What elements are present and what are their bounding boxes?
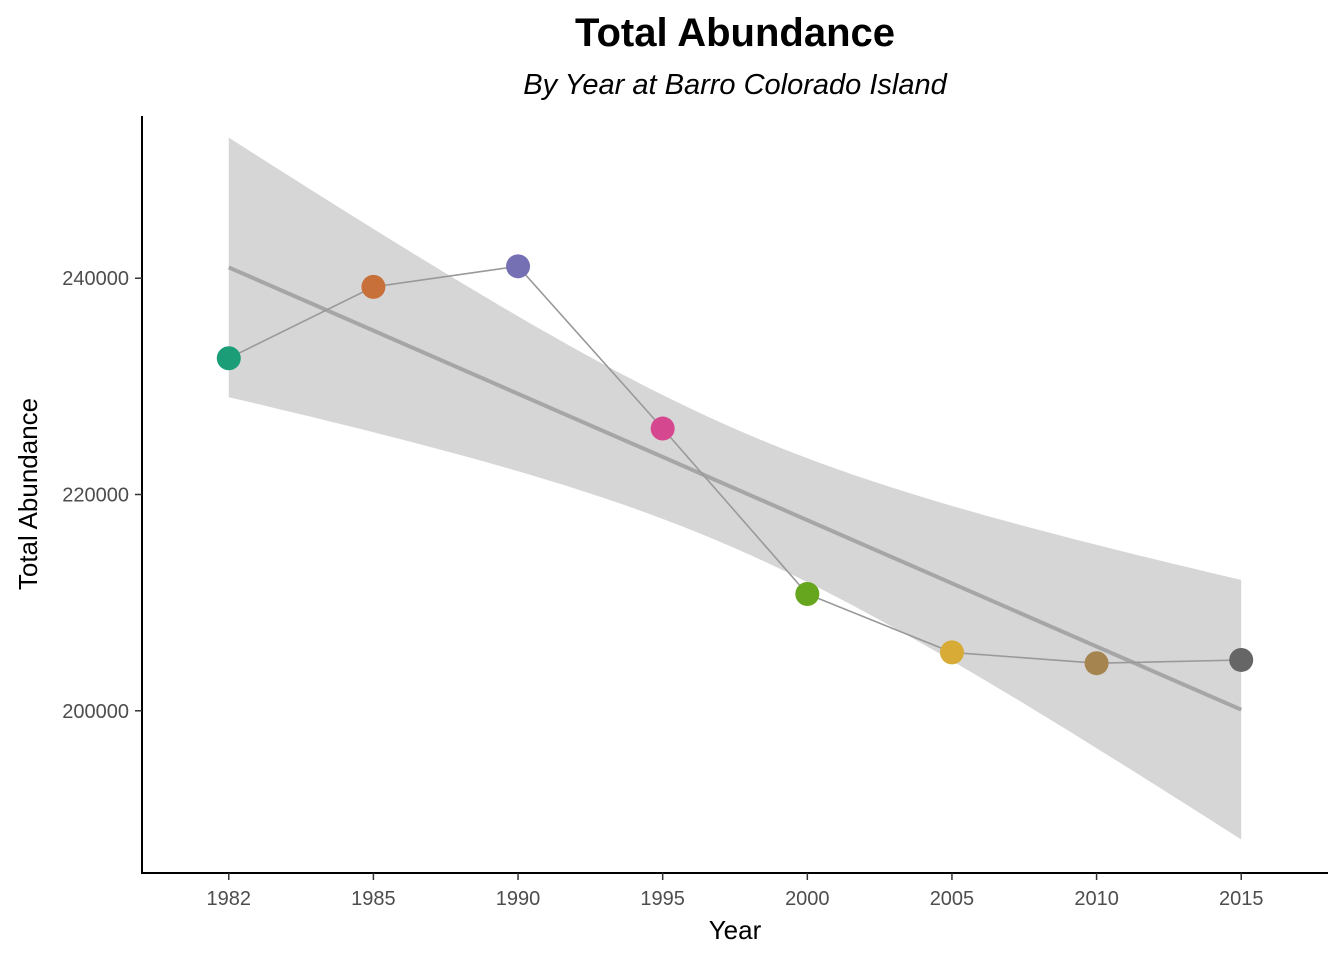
y-axis-ticks: 200000 220000 240000 bbox=[62, 268, 142, 723]
y-tick-label: 220000 bbox=[62, 485, 129, 507]
x-tick-label: 2015 bbox=[1219, 888, 1264, 910]
x-tick-label: 2000 bbox=[785, 888, 830, 910]
chart-title: Total Abundance bbox=[575, 11, 895, 55]
x-tick-label: 1995 bbox=[640, 888, 685, 910]
data-point bbox=[650, 416, 675, 441]
x-axis-ticks: 1982 1985 1990 1995 2000 2005 2010 2015 bbox=[207, 873, 1264, 910]
chart-subtitle: By Year at Barro Colorado Island bbox=[523, 69, 947, 101]
plot-area bbox=[216, 137, 1254, 840]
data-point bbox=[506, 254, 531, 279]
data-point bbox=[216, 346, 241, 371]
x-tick-label: 2010 bbox=[1074, 888, 1119, 910]
x-tick-label: 2005 bbox=[930, 888, 975, 910]
series-line bbox=[228, 265, 1242, 665]
x-axis-title: Year bbox=[709, 915, 762, 945]
data-point bbox=[939, 640, 964, 665]
data-point bbox=[795, 581, 820, 606]
x-tick-label: 1985 bbox=[351, 888, 396, 910]
x-tick-label: 1982 bbox=[207, 888, 252, 910]
data-point bbox=[361, 274, 386, 299]
y-tick-label: 200000 bbox=[62, 701, 129, 723]
data-point bbox=[1229, 647, 1254, 672]
y-tick-label: 240000 bbox=[62, 268, 129, 290]
y-axis-title: Total Abundance bbox=[13, 398, 43, 590]
x-tick-label: 1990 bbox=[496, 888, 541, 910]
data-point bbox=[1084, 651, 1109, 676]
trend-line bbox=[227, 265, 1243, 712]
